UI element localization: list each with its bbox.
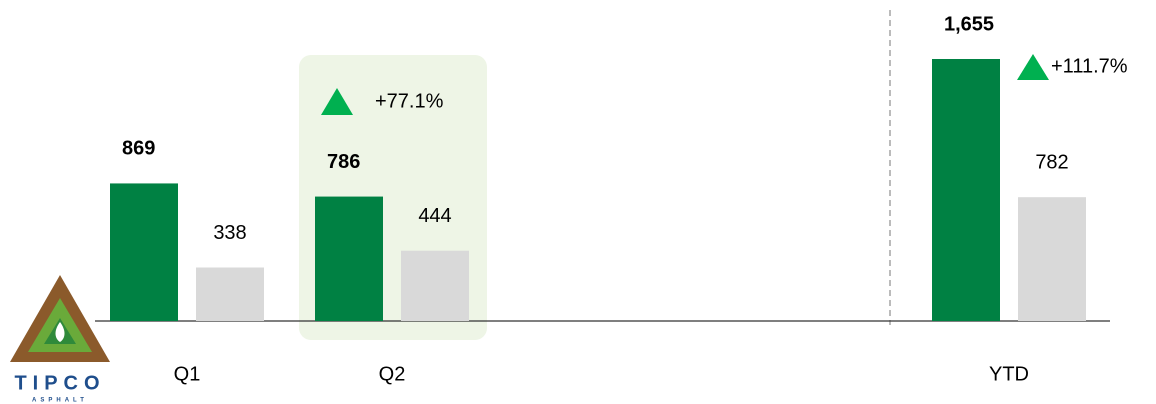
x-tick-label: YTD: [989, 363, 1029, 385]
x-tick-label: Q2: [379, 363, 406, 385]
annotation: +77.1%: [375, 90, 444, 112]
logo-sub: ASPHALT: [32, 398, 88, 404]
bar: [401, 250, 469, 321]
value-label: 338: [213, 222, 246, 244]
bar: [110, 183, 178, 321]
value-label: 869: [122, 138, 155, 160]
up-arrow: [321, 88, 353, 115]
value-label: 782: [1035, 151, 1068, 173]
logo-leaf: [55, 322, 65, 342]
annotation: +111.7%: [1051, 55, 1128, 77]
up-arrow: [1017, 54, 1049, 80]
value-label: 786: [327, 151, 360, 173]
logo-name: TIPCO: [14, 372, 105, 394]
bar: [196, 267, 264, 321]
x-tick-label: Q1: [174, 363, 201, 385]
value-label: 444: [418, 205, 451, 227]
logo: TIPCO ASPHALT: [10, 275, 110, 404]
value-label: 1,655: [944, 13, 994, 35]
bar: [932, 59, 1000, 321]
bar: [1018, 197, 1086, 321]
bar: [315, 196, 383, 321]
